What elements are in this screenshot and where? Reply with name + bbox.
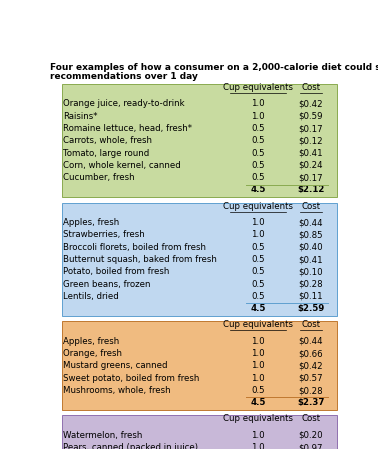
Text: 1.0: 1.0	[251, 349, 265, 358]
Text: recommendations over 1 day: recommendations over 1 day	[50, 72, 198, 81]
Text: 0.5: 0.5	[251, 124, 265, 133]
Text: 1.0: 1.0	[251, 112, 265, 121]
Text: $0.17: $0.17	[299, 173, 323, 182]
Text: $0.44: $0.44	[299, 218, 323, 227]
Text: Four examples of how a consumer on a 2,000-calorie diet could satisfy fruit and : Four examples of how a consumer on a 2,0…	[50, 62, 378, 71]
Bar	[62, 202, 337, 316]
Text: Pears, canned (packed in juice): Pears, canned (packed in juice)	[64, 443, 198, 449]
Text: Tomato, large round: Tomato, large round	[64, 149, 150, 158]
Text: Raisins*: Raisins*	[64, 112, 98, 121]
Text: Mushrooms, whole, fresh: Mushrooms, whole, fresh	[64, 386, 171, 395]
Text: 4.5: 4.5	[251, 185, 266, 194]
Text: 4.5: 4.5	[251, 304, 266, 313]
Text: Broccoli florets, boiled from fresh: Broccoli florets, boiled from fresh	[64, 243, 206, 252]
Text: Watermelon, fresh: Watermelon, fresh	[64, 431, 143, 440]
Text: Cost: Cost	[301, 320, 321, 329]
Text: Sweet potato, boiled from fresh: Sweet potato, boiled from fresh	[64, 374, 200, 383]
Text: $2.59: $2.59	[297, 304, 325, 313]
Text: 0.5: 0.5	[251, 386, 265, 395]
Text: Cucumber, fresh: Cucumber, fresh	[64, 173, 135, 182]
Text: Cost: Cost	[301, 202, 321, 211]
Text: Cup equivalents: Cup equivalents	[223, 320, 293, 329]
Text: 0.5: 0.5	[251, 136, 265, 145]
Text: $0.20: $0.20	[299, 431, 323, 440]
Text: $0.24: $0.24	[299, 161, 323, 170]
Text: 0.5: 0.5	[251, 255, 265, 264]
Text: $0.11: $0.11	[299, 292, 323, 301]
Text: $0.57: $0.57	[299, 374, 323, 383]
Text: 1.0: 1.0	[251, 374, 265, 383]
Text: $0.28: $0.28	[299, 280, 323, 289]
Text: $0.17: $0.17	[299, 124, 323, 133]
Text: Carrots, whole, fresh: Carrots, whole, fresh	[64, 136, 152, 145]
Text: 0.5: 0.5	[251, 267, 265, 277]
Text: Green beans, frozen: Green beans, frozen	[64, 280, 151, 289]
Text: 1.0: 1.0	[251, 230, 265, 239]
Text: $0.41: $0.41	[299, 149, 323, 158]
Text: 0.5: 0.5	[251, 243, 265, 252]
Text: 0.5: 0.5	[251, 149, 265, 158]
Text: $2.37: $2.37	[297, 398, 325, 407]
Text: $2.12: $2.12	[297, 185, 325, 194]
Text: Orange juice, ready-to-drink: Orange juice, ready-to-drink	[64, 100, 185, 109]
Text: Potato, boiled from fresh: Potato, boiled from fresh	[64, 267, 170, 277]
Text: $0.12: $0.12	[299, 136, 323, 145]
Text: Strawberries, fresh: Strawberries, fresh	[64, 230, 145, 239]
Text: Butternut squash, baked from fresh: Butternut squash, baked from fresh	[64, 255, 217, 264]
Bar	[62, 415, 337, 449]
Text: $0.28: $0.28	[299, 386, 323, 395]
Text: 1.0: 1.0	[251, 443, 265, 449]
Text: 1.0: 1.0	[251, 218, 265, 227]
Text: Orange, fresh: Orange, fresh	[64, 349, 122, 358]
Text: $0.66: $0.66	[299, 349, 323, 358]
Text: Cost: Cost	[301, 83, 321, 92]
Text: $0.42: $0.42	[299, 100, 323, 109]
Text: 1.0: 1.0	[251, 337, 265, 346]
Text: Cup equivalents: Cup equivalents	[223, 414, 293, 423]
Text: 1.0: 1.0	[251, 431, 265, 440]
Text: $0.41: $0.41	[299, 255, 323, 264]
Text: $0.10: $0.10	[299, 267, 323, 277]
Text: Romaine lettuce, head, fresh*: Romaine lettuce, head, fresh*	[64, 124, 192, 133]
Text: Lentils, dried: Lentils, dried	[64, 292, 119, 301]
Text: Cup equivalents: Cup equivalents	[223, 202, 293, 211]
Text: $0.59: $0.59	[299, 112, 323, 121]
Bar	[62, 84, 337, 197]
Text: 1.0: 1.0	[251, 100, 265, 109]
Text: Corn, whole kernel, canned: Corn, whole kernel, canned	[64, 161, 181, 170]
Text: 4.5: 4.5	[251, 398, 266, 407]
Text: $0.44: $0.44	[299, 337, 323, 346]
Text: 0.5: 0.5	[251, 292, 265, 301]
Text: Cost: Cost	[301, 414, 321, 423]
Text: 0.5: 0.5	[251, 280, 265, 289]
Text: Cup equivalents: Cup equivalents	[223, 83, 293, 92]
Text: 0.5: 0.5	[251, 173, 265, 182]
Text: Apples, fresh: Apples, fresh	[64, 337, 119, 346]
Text: 1.0: 1.0	[251, 361, 265, 370]
Text: $0.42: $0.42	[299, 361, 323, 370]
Text: $0.40: $0.40	[299, 243, 323, 252]
Text: $0.97: $0.97	[299, 443, 323, 449]
Text: Mustard greens, canned: Mustard greens, canned	[64, 361, 168, 370]
Text: 0.5: 0.5	[251, 161, 265, 170]
Text: $0.85: $0.85	[299, 230, 323, 239]
Text: Apples, fresh: Apples, fresh	[64, 218, 119, 227]
Bar	[62, 321, 337, 410]
